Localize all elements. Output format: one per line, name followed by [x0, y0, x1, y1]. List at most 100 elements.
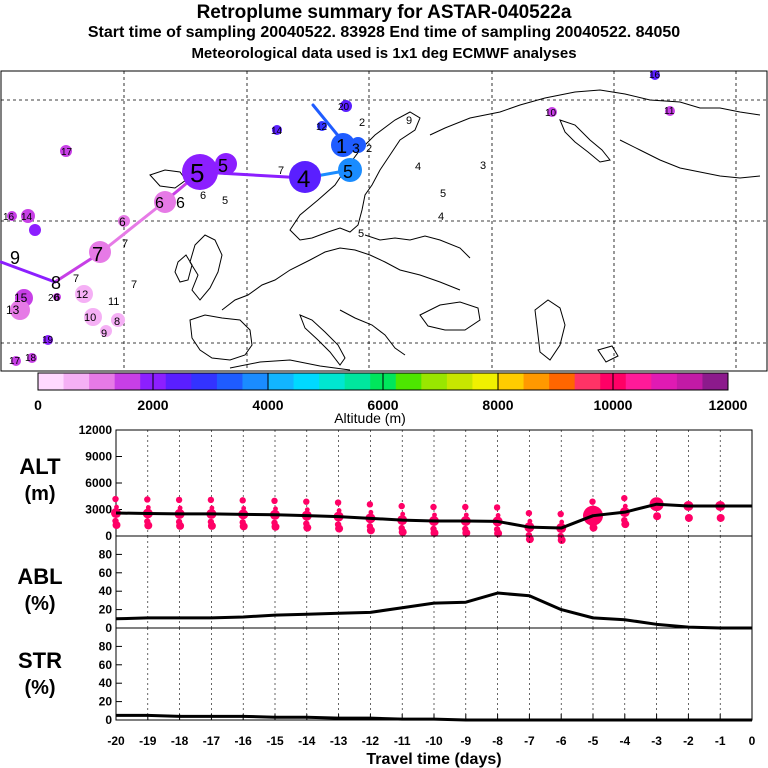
altitude-dot [622, 503, 628, 509]
cluster-circle [340, 100, 352, 112]
cluster-label: 20 [48, 293, 60, 304]
cluster-circle [43, 335, 53, 345]
altitude-dot [400, 511, 406, 517]
y-tick-label: 60 [99, 658, 113, 672]
coast-siberia [619, 139, 761, 179]
cluster-label: 15 [14, 291, 28, 305]
colorbar-tick-label: 10000 [594, 397, 633, 413]
altitude-dot [177, 505, 183, 511]
map-labels: 5 5 4 5 1 3 2 2 9 3 4 5 4 5 7 6 5 6 6 6 … [3, 70, 675, 367]
trajectory-label: 6 [200, 190, 206, 202]
trajectory-label: 5 [343, 162, 353, 182]
cluster-circle [289, 161, 321, 193]
cluster-circle [29, 224, 41, 236]
colorbar-tick-label: 12000 [709, 397, 748, 413]
x-tick-label: -5 [588, 734, 599, 748]
trajectory-label: 2 [366, 143, 372, 155]
cluster-circle [350, 137, 366, 153]
altitude-dot [591, 507, 596, 513]
cluster-label: 10 [84, 312, 96, 324]
altitude-dot [398, 502, 405, 510]
cluster-label: 17 [61, 147, 73, 158]
coast-western-europe [221, 247, 461, 311]
cluster-circle [650, 70, 660, 80]
colorbar-cell [63, 373, 90, 390]
cluster-label: 14 [271, 126, 283, 137]
altitude-dot [589, 498, 596, 505]
altitude-dot [111, 508, 121, 519]
cluster-circle [331, 133, 355, 157]
x-tick-label: -17 [203, 734, 221, 748]
cluster-circle [154, 191, 176, 213]
y-tick-label: 0 [105, 529, 112, 543]
trajectory-segment-5 [98, 201, 165, 255]
altitude-dot [621, 516, 628, 524]
colorbar-cell [242, 373, 269, 390]
cluster-circle [182, 154, 218, 190]
coast-italy [299, 314, 346, 366]
y-axis-label: ABL [17, 564, 62, 589]
colorbar-cell [319, 373, 346, 390]
altitude-colorbar: 0 2000 4000 6000 8000 10000 12000 Altitude (m) [34, 372, 748, 426]
altitude-dot [271, 519, 278, 526]
trajectory-label: 2 [359, 117, 365, 129]
trajectory-segment-7 [0, 260, 57, 284]
cluster-circle [665, 106, 675, 116]
colorbar-tick-label: 4000 [252, 397, 283, 413]
altitude-dot [368, 509, 374, 515]
coast-arctic-russia [429, 89, 761, 136]
altitude-dot [366, 523, 374, 530]
trajectory-label: 9 [406, 115, 412, 127]
cluster-circle [118, 215, 130, 227]
x-tick-label: -6 [556, 734, 567, 748]
colorbar-cell [574, 373, 601, 390]
coast-iberia [189, 314, 253, 361]
cluster-label: 11 [108, 296, 119, 308]
altitude-dot [621, 494, 628, 502]
colorbar-cell [191, 373, 218, 390]
x-tick-label: -1 [715, 734, 726, 748]
trajectory-label: 4 [415, 161, 421, 173]
y-tick-label: 3000 [85, 503, 112, 517]
x-tick-label: -7 [524, 734, 535, 748]
cluster-label: 17 [9, 356, 21, 367]
y-tick-label: 40 [99, 584, 113, 598]
altitude-dot [112, 517, 119, 525]
trajectory-label: 5 [440, 188, 446, 200]
cluster-circle [317, 121, 327, 131]
cluster-label: 14 [21, 212, 33, 223]
altitude-dot [525, 531, 533, 539]
y-tick-label: 9000 [85, 450, 112, 464]
sampling-time: Start time of sampling 20040522. 83928 E… [87, 24, 681, 41]
y-tick-label: 80 [99, 639, 113, 653]
altitude-dot [684, 513, 693, 522]
map-panel: 5 5 4 5 1 3 2 2 9 3 4 5 4 5 7 6 5 6 6 6 … [0, 70, 768, 372]
coast-mediterranean [229, 359, 351, 371]
coast-caspian [534, 299, 566, 361]
altitude-dot [144, 496, 151, 503]
y-axis-unit: (%) [24, 593, 55, 615]
colorbar-cell [216, 373, 243, 390]
cluster-label: 10 [545, 108, 557, 119]
x-tick-label: -4 [619, 734, 630, 748]
cluster-circle [21, 209, 35, 223]
x-tick-label: -9 [460, 734, 471, 748]
x-tick-label: -13 [330, 734, 348, 748]
altitude-dot [207, 518, 215, 526]
altitude-dot [463, 512, 469, 518]
y-tick-label: 6000 [85, 476, 112, 490]
x-axis: -20 -19 -18 -17 -16 -15 -14 -13 -12 -11 -10 -9 -8 -7-… [107, 714, 756, 768]
trajectory-label: 9 [101, 328, 107, 340]
coast-black-sea [419, 301, 481, 331]
x-tick-label: -20 [107, 734, 125, 748]
trajectory-label: 4 [438, 211, 444, 223]
colorbar-cell [344, 373, 371, 390]
cluster-label: 12 [316, 122, 328, 133]
colorbar-cell [38, 373, 65, 390]
y-tick-label: 20 [99, 695, 113, 709]
y-axis-label: STR [18, 648, 62, 673]
altitude-dot [334, 499, 342, 506]
cluster-label: 13 [6, 303, 20, 317]
altitude-dot [430, 503, 437, 511]
cluster-circle [60, 145, 72, 157]
